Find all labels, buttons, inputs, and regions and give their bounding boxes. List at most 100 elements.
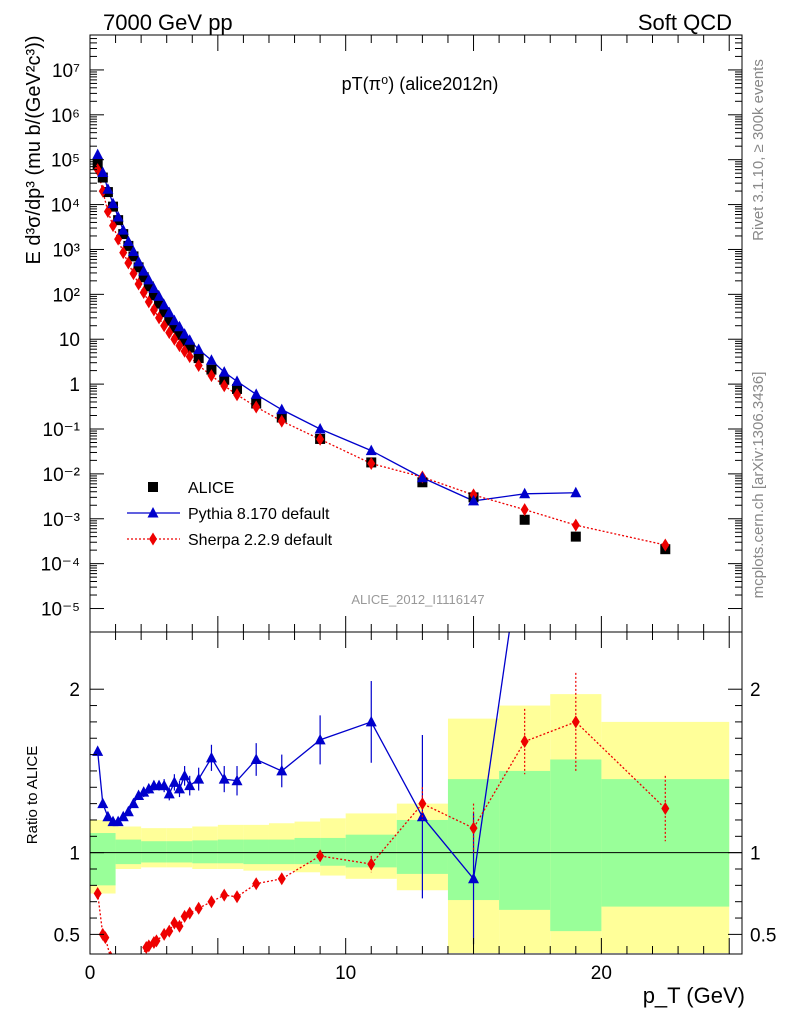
ratio-point-pythia <box>127 797 139 809</box>
data-point-pythia <box>133 255 145 267</box>
ratio-y-tick-label: 1 <box>69 844 80 865</box>
ratio-series-group <box>92 632 670 954</box>
ratio-point-sherpa <box>252 877 261 891</box>
ratio-band-inner <box>243 839 269 865</box>
data-point-sherpa <box>155 311 164 325</box>
data-point-pythia <box>570 486 582 498</box>
ratio-point-pythia <box>138 786 150 797</box>
data-point-sherpa <box>194 358 203 372</box>
data-point-alice <box>148 290 159 301</box>
x-tick-label: 10 <box>335 963 356 984</box>
watermark: ALICE_2012_I1116147 <box>351 592 484 607</box>
data-point-pythia <box>97 166 109 177</box>
legend-marker <box>148 482 158 492</box>
ratio-point-sherpa <box>233 890 242 904</box>
ratio-point-pythia <box>179 769 191 781</box>
ratio-point-pythia <box>250 753 262 764</box>
ratio-band-inner <box>320 837 346 866</box>
data-point-sherpa <box>103 205 112 219</box>
ratio-point-pythia <box>92 745 104 756</box>
source-label: mcplots.cern.ch [arXiv:1306.3436] <box>750 372 767 599</box>
ratio-point-pythia <box>218 773 230 784</box>
y-tick-label: 10⁻⁴ <box>41 555 80 576</box>
y-tick-label: 10³ <box>53 240 80 261</box>
y-tick-label: 10⁴ <box>51 196 80 217</box>
ratio-point-pythia <box>122 805 134 817</box>
ratio-point-pythia <box>168 776 180 787</box>
y-tick-label: 1 <box>69 375 80 396</box>
data-point-sherpa <box>134 277 143 291</box>
data-point-sherpa <box>165 326 174 340</box>
ratio-band-inner <box>217 839 244 864</box>
ratio-y-tick-label-right: 0.5 <box>750 925 776 946</box>
ratio-point-sherpa <box>207 895 216 909</box>
data-point-sherpa <box>129 267 138 281</box>
y-axis-label-main: E d³σ/dp³ (mu b/(GeV²c³)) <box>23 35 45 264</box>
data-point-alice <box>97 172 108 183</box>
ratio-point-sherpa <box>520 735 529 749</box>
y-tick-label: 10⁻² <box>43 465 81 486</box>
y-tick-label: 10 <box>59 330 80 351</box>
data-point-sherpa <box>139 285 148 299</box>
ratio-point-sherpa <box>93 887 102 901</box>
data-point-alice <box>174 329 185 340</box>
data-point-sherpa <box>160 319 169 333</box>
data-point-sherpa <box>180 344 189 358</box>
main-panel: 10⁻⁵ 10⁻⁴ 10⁻³ 10⁻² 10⁻¹ 1 10 10² 10³ 10⁴ 10⁵ 10⁶ 10… <box>41 34 743 633</box>
ratio-plot-content <box>90 632 742 954</box>
ratio-point-pythia <box>158 779 170 791</box>
plot-title: pT(π⁰) (alice2012n) <box>342 74 499 94</box>
ratio-point-pythia <box>193 773 205 784</box>
data-point-pythia <box>143 273 155 285</box>
y-tick-label: 10⁷ <box>52 61 80 82</box>
ratio-point-sherpa <box>418 797 427 811</box>
data-point-pythia <box>102 183 114 194</box>
ratio-point-sherpa <box>316 849 325 863</box>
data-point-pythia <box>314 422 326 434</box>
ratio-y-tick-label: 2 <box>69 680 80 701</box>
ratio-band-inner <box>166 841 193 863</box>
ratio-point-sherpa <box>661 802 670 816</box>
legend-label: Pythia 8.170 default <box>188 506 330 523</box>
data-point-sherpa <box>185 350 194 364</box>
data-point-alice <box>169 322 180 333</box>
data-point-pythia <box>163 306 175 318</box>
rivet-label: Rivet 3.1.10, ≥ 300k events <box>750 59 767 241</box>
data-point-pythia <box>416 471 428 483</box>
data-point-pythia <box>468 494 480 506</box>
data-point-sherpa <box>124 256 133 270</box>
legend-marker <box>147 507 159 518</box>
data-point-alice <box>519 514 530 525</box>
ratio-y-tick-label-right: 1 <box>750 844 761 865</box>
legend-label: Sherpa 2.2.9 default <box>188 532 333 549</box>
data-point-sherpa <box>109 219 118 233</box>
x-tick-label: 20 <box>591 963 612 984</box>
ratio-point-sherpa <box>220 888 229 902</box>
ratio-point-pythia <box>231 774 243 786</box>
legend-marker <box>149 532 157 546</box>
ratio-point-pythia <box>133 789 145 800</box>
data-point-sherpa <box>98 184 107 198</box>
data-point-alice <box>179 336 190 347</box>
data-point-sherpa <box>233 388 242 402</box>
data-point-pythia <box>127 245 139 257</box>
x-axis-label: p_T (GeV) <box>643 983 745 1008</box>
ratio-y-tick-label: 0.5 <box>54 925 80 946</box>
data-point-pythia <box>365 444 377 456</box>
data-point-sherpa <box>220 379 229 393</box>
ratio-panel: 0.5 0.51 12 20 10 20 <box>54 631 776 984</box>
ratio-point-pythia <box>163 787 175 799</box>
data-point-sherpa <box>252 400 261 414</box>
ratio-point-pythia <box>314 733 326 745</box>
legend-label: ALICE <box>188 480 234 497</box>
y-tick-label: 10⁵ <box>51 151 80 172</box>
data-point-pythia <box>122 235 134 247</box>
ratio-band-inner <box>141 841 167 863</box>
ratio-point-sherpa <box>571 715 580 729</box>
ratio-point-sherpa <box>175 919 184 933</box>
ratio-point-pythia <box>143 782 155 794</box>
ratio-point-pythia <box>184 779 196 791</box>
data-point-alice <box>570 531 581 542</box>
data-point-pythia <box>173 320 185 332</box>
main-plot-content <box>92 148 671 555</box>
